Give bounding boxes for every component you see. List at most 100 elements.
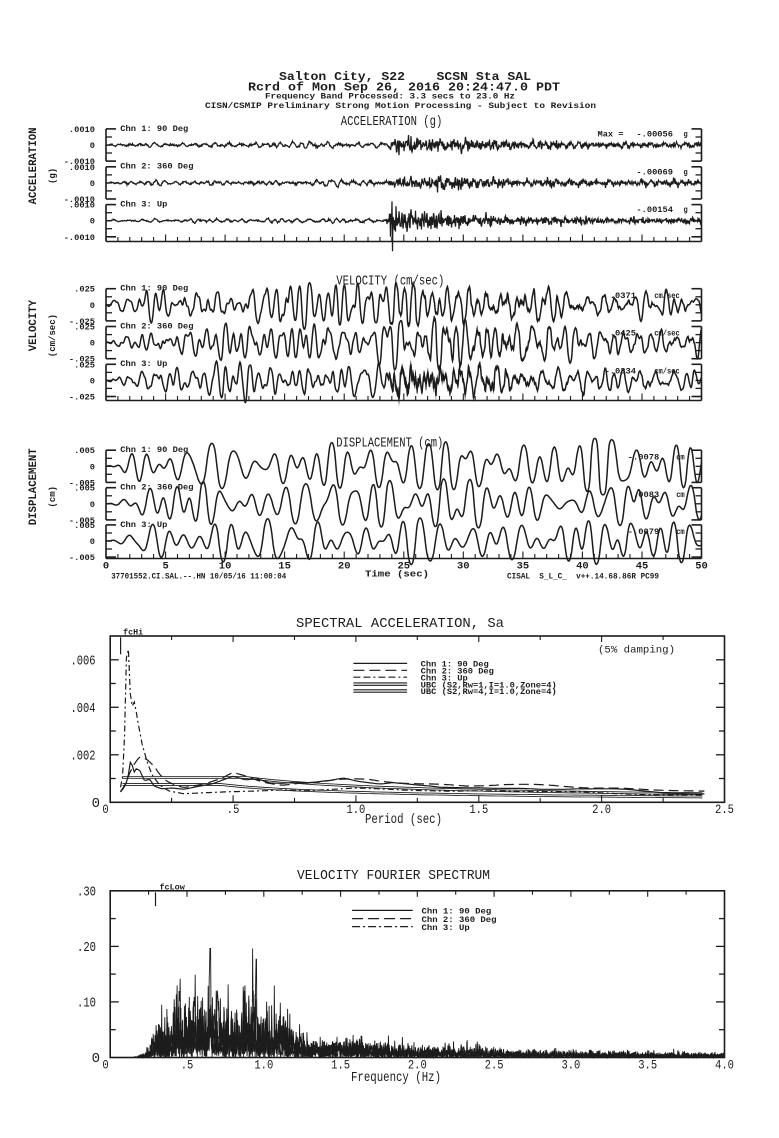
svg-text:2.0: 2.0 [408,1058,427,1073]
svg-text:-.00069: -.00069 [636,167,673,177]
svg-text:.5: .5 [227,802,240,817]
svg-text:3.0: 3.0 [561,1058,580,1073]
svg-text:1.5: 1.5 [469,802,488,817]
svg-text:.004: .004 [71,701,96,717]
svg-text:40: 40 [576,561,589,573]
svg-text:Chn 3: Up: Chn 3: Up [120,359,167,369]
svg-text:0: 0 [90,376,95,386]
svg-text:Frequency (Hz): Frequency (Hz) [351,1070,441,1086]
svg-text:-.00154: -.00154 [636,205,673,215]
svg-text:0: 0 [90,217,95,227]
svg-text:Frequency Band Processed: 3.3: Frequency Band Processed: 3.3 secs to 23… [265,92,515,102]
svg-text:Max =: Max = [598,130,624,140]
svg-text:-.025: -.025 [69,317,95,327]
svg-text:UBC (S2,Rw=4,I=1.0,Zone=4): UBC (S2,Rw=4,I=1.0,Zone=4) [421,688,557,697]
svg-text:2.5: 2.5 [715,802,734,817]
svg-text:.0371: .0371 [610,291,636,301]
svg-text:cm: cm [676,490,685,500]
svg-text:Time (sec): Time (sec) [365,570,429,580]
svg-text:15: 15 [278,561,291,573]
svg-text:-.0010: -.0010 [64,157,95,167]
svg-text:Chn 2: 360 Deg: Chn 2: 360 Deg [422,916,497,925]
svg-text:.025: .025 [74,360,95,370]
svg-text:Salton City, S22 SCSN Sta S: Salton City, S22 SCSN Sta SAL [279,71,531,84]
svg-text:Chn 3: Up: Chn 3: Up [422,924,470,933]
svg-text:-.0078: -.0078 [628,452,659,462]
svg-text:fcHi: fcHi [123,627,143,637]
svg-text:(cm/sec): (cm/sec) [48,314,58,357]
svg-text:ACCELERATION (g): ACCELERATION (g) [341,115,443,130]
svg-text:0: 0 [90,339,95,349]
svg-text:1.0: 1.0 [254,1058,273,1073]
svg-text:Chn 2: 360 Deg: Chn 2: 360 Deg [120,483,193,493]
svg-text:30: 30 [457,561,470,573]
svg-text:.0010: .0010 [69,201,95,211]
svg-text:.0083: .0083 [633,490,659,500]
svg-text:.0010: .0010 [69,125,95,135]
svg-text:(5% damping): (5% damping) [598,645,675,657]
svg-text:0: 0 [90,462,95,472]
svg-text:0: 0 [92,1051,100,1067]
svg-text:2.0: 2.0 [592,802,611,817]
svg-text:10: 10 [219,561,232,573]
svg-text:cm/sec: cm/sec [654,366,680,376]
svg-text:Chn 2: 360 Deg: Chn 2: 360 Deg [120,162,193,172]
svg-text:45: 45 [636,561,649,573]
svg-text:(g): (g) [48,168,58,184]
svg-text:-.025: -.025 [69,393,95,403]
svg-text:g: g [684,205,688,215]
svg-text:0: 0 [90,141,95,151]
svg-text:.005: .005 [74,484,95,494]
svg-text:.025: .025 [74,323,95,333]
svg-text:DISPLACEMENT: DISPLACEMENT [28,448,40,525]
svg-text:.30: .30 [77,884,96,900]
svg-text:5: 5 [162,561,168,573]
svg-text:cm/sec: cm/sec [654,291,680,301]
svg-text:Chn 3: Up: Chn 3: Up [120,520,167,530]
svg-text:3.5: 3.5 [638,1058,657,1073]
svg-text:1.5: 1.5 [331,1058,350,1073]
svg-text:0: 0 [92,796,100,812]
svg-text:-.0079: -.0079 [628,527,659,537]
svg-text:.10: .10 [77,996,96,1012]
svg-text:4.0: 4.0 [715,1058,734,1073]
svg-text:-.025: -.025 [69,355,95,365]
svg-text:g: g [684,130,688,140]
svg-text:-.0334: -.0334 [605,366,636,376]
svg-text:(cm): (cm) [48,486,58,508]
svg-text:0: 0 [103,561,109,573]
svg-text:-.0010: -.0010 [64,233,95,243]
svg-text:CISAL S_L_C_ v++.14.68.86R P: CISAL S_L_C_ v++.14.68.86R PC99 [507,574,659,582]
svg-text:-.0010: -.0010 [64,195,95,205]
svg-text:.005: .005 [74,446,95,456]
svg-text:Chn 3: Up: Chn 3: Up [421,674,468,683]
svg-text:.025: .025 [74,285,95,295]
svg-text:VELOCITY (cm/sec): VELOCITY (cm/sec) [336,275,444,290]
svg-text:cm/sec: cm/sec [654,329,680,339]
svg-text:.0010: .0010 [69,163,95,173]
svg-text:.002: .002 [71,748,96,764]
svg-text:-.005: -.005 [69,516,95,526]
svg-text:CISN/CSMIP Preliminary Strong: CISN/CSMIP Preliminary Strong Motion Pro… [205,101,596,111]
svg-text:1.0: 1.0 [346,802,365,817]
svg-text:25: 25 [397,561,410,573]
svg-text:DISPLACEMENT (cm): DISPLACEMENT (cm) [336,436,443,451]
svg-text:Chn 1: 90 Deg: Chn 1: 90 Deg [120,284,188,294]
svg-text:cm: cm [676,452,685,462]
svg-text:37701552.CI.SAL.--.HN 10/05/16: 37701552.CI.SAL.--.HN 10/05/16 11:00:04 [111,574,286,582]
svg-text:0: 0 [90,179,95,189]
svg-text:-.00056: -.00056 [636,130,673,140]
svg-text:0: 0 [90,537,95,547]
svg-text:SPECTRAL ACCELERATION, Sa: SPECTRAL ACCELERATION, Sa [296,616,504,632]
svg-text:0: 0 [90,500,95,510]
svg-text:Chn 2: 360 Deg: Chn 2: 360 Deg [421,668,494,677]
svg-text:Chn 1: 90 Deg: Chn 1: 90 Deg [120,124,188,134]
svg-text:0: 0 [102,802,108,817]
svg-text:Chn 1: 90 Deg: Chn 1: 90 Deg [421,661,489,670]
svg-text:cm: cm [676,527,685,537]
svg-text:Chn 3: Up: Chn 3: Up [120,200,167,210]
svg-text:35: 35 [517,561,530,573]
svg-text:20: 20 [338,561,351,573]
svg-text:0: 0 [90,301,95,311]
svg-text:ACCELERATION: ACCELERATION [28,127,40,204]
